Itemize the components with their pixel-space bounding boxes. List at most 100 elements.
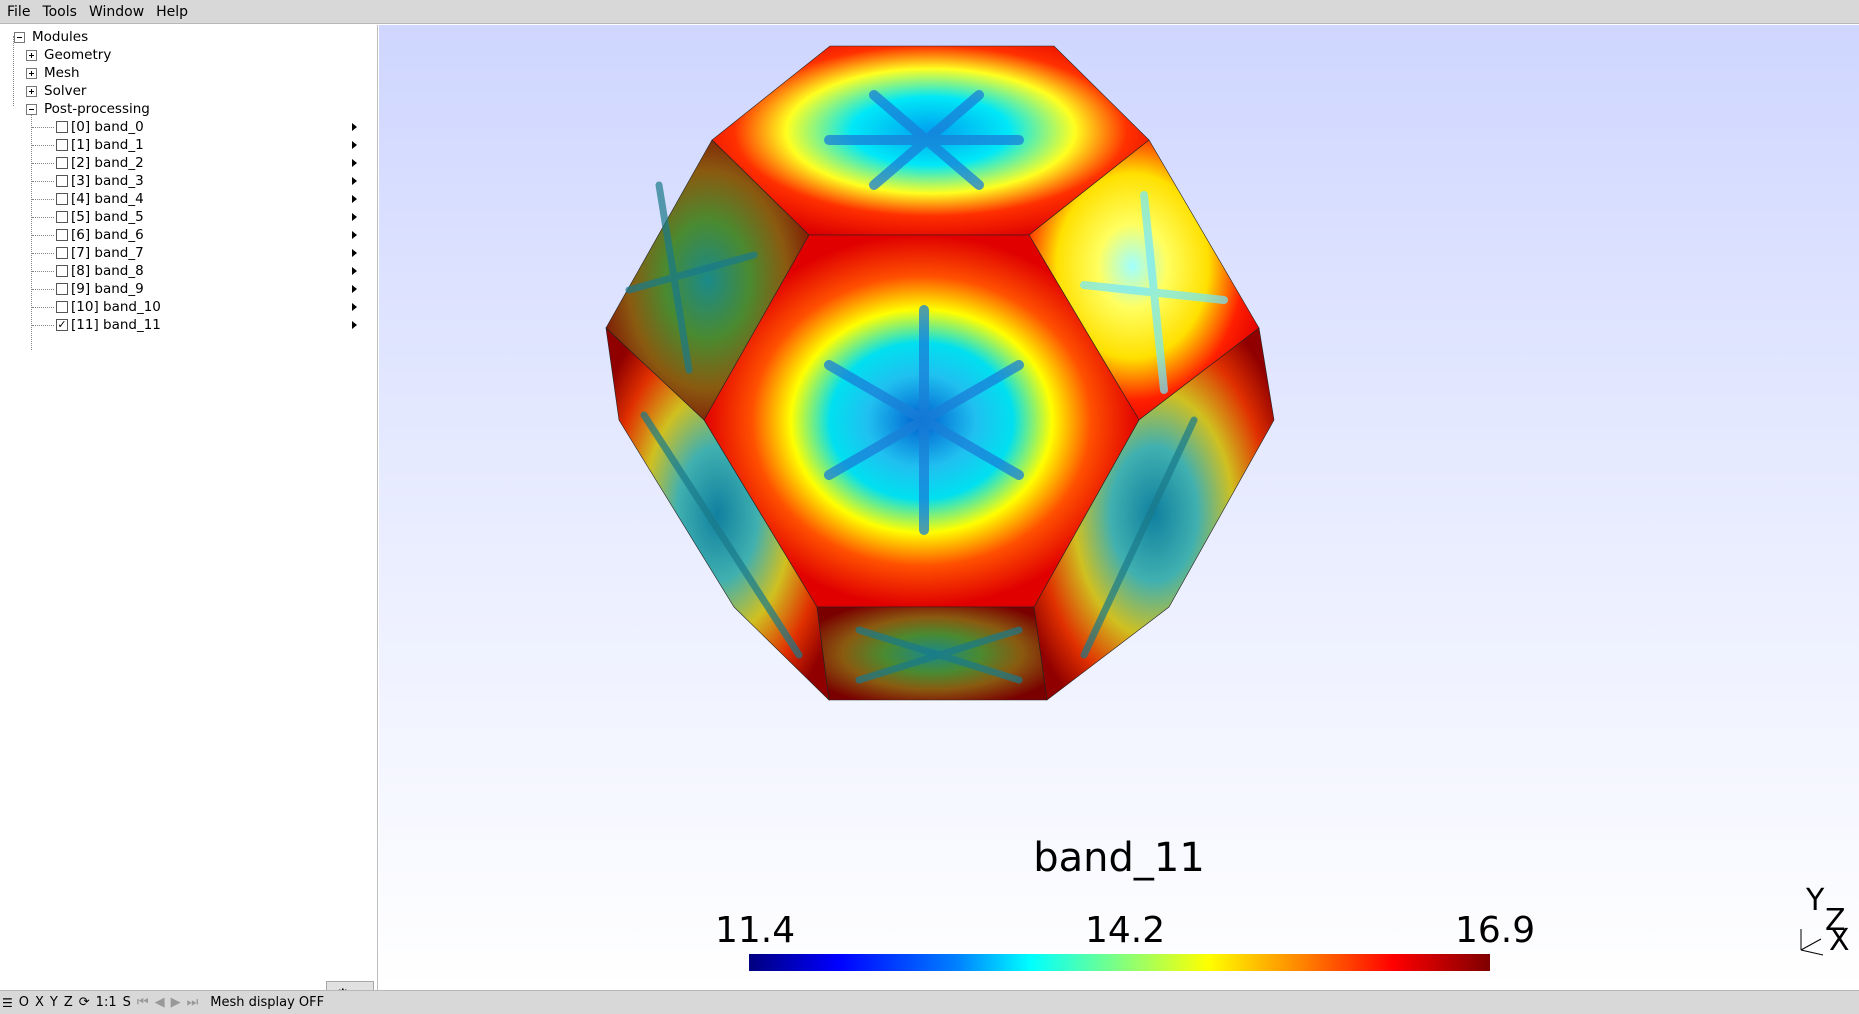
view-menu-arrow-icon[interactable]: [352, 213, 357, 221]
graphics-window[interactable]: band_11 11.4 14.2 16.9 Y Z X: [379, 25, 1859, 990]
menu-help[interactable]: Help: [156, 3, 189, 20]
menu-tools[interactable]: Tools: [42, 3, 77, 20]
tree-line: [32, 199, 54, 200]
view-visibility-checkbox[interactable]: ✓: [56, 318, 68, 331]
s-button[interactable]: S: [122, 995, 131, 1010]
view-x-button[interactable]: X: [35, 995, 44, 1010]
tree-item-solver[interactable]: Solver: [26, 82, 86, 100]
menu-window[interactable]: Window: [88, 3, 145, 20]
tree-line: [32, 289, 54, 290]
tree-line: [32, 163, 54, 164]
tree-line: [32, 325, 54, 326]
tree-line: [13, 36, 14, 106]
view-item[interactable]: [9] band_9: [56, 280, 144, 298]
colorbar-max-label: 16.9: [1455, 910, 1536, 951]
view-visibility-checkbox[interactable]: [56, 193, 68, 205]
colorbar: [749, 954, 1490, 971]
tree-label: Modules: [32, 29, 89, 45]
menubar: File Tools Window Help: [0, 0, 1859, 24]
tree-line: [32, 145, 54, 146]
view-label: [9] band_9: [71, 281, 144, 297]
collapse-icon[interactable]: [26, 103, 37, 115]
scale-1to1-button[interactable]: 1:1: [95, 995, 117, 1010]
first-step-icon[interactable]: ⏮: [136, 995, 149, 1010]
view-visibility-checkbox[interactable]: [56, 301, 68, 313]
expand-icon[interactable]: [26, 49, 37, 61]
tree-line: [32, 127, 54, 128]
view-menu-arrow-icon[interactable]: [352, 249, 357, 257]
view-menu-arrow-icon[interactable]: [352, 303, 357, 311]
expand-icon[interactable]: [26, 67, 37, 79]
view-item[interactable]: [10] band_10: [56, 298, 161, 316]
view-visibility-checkbox[interactable]: [56, 283, 68, 295]
view-label: [10] band_10: [71, 299, 161, 315]
tree-label: Post-processing: [44, 101, 150, 117]
tree-item-geometry[interactable]: Geometry: [26, 46, 111, 64]
statusbar: ☰ O X Y Z ⟳ 1:1 S ⏮ ◀ ▶ ⏭ Mesh display O…: [0, 990, 1859, 1014]
tree-label: Solver: [44, 83, 87, 99]
view-visibility-checkbox[interactable]: [56, 265, 68, 277]
view-label: [4] band_4: [71, 191, 144, 207]
view-label: [8] band_8: [71, 263, 144, 279]
view-menu-arrow-icon[interactable]: [352, 267, 357, 275]
star-pattern-sides: [625, 181, 1198, 684]
view-item[interactable]: [2] band_2: [56, 154, 144, 172]
view-o-button[interactable]: O: [18, 995, 29, 1010]
view-menu-arrow-icon[interactable]: [352, 159, 357, 167]
tree-line: [32, 307, 54, 308]
view-menu-arrow-icon[interactable]: [352, 321, 357, 329]
tree-item-modules[interactable]: Modules: [14, 28, 88, 46]
view-menu-arrow-icon[interactable]: [352, 195, 357, 203]
view-label: [5] band_5: [71, 209, 144, 225]
tree-line: [31, 106, 32, 350]
view-label: [3] band_3: [71, 173, 144, 189]
axis-y-label: Y: [1806, 883, 1825, 918]
view-menu-arrow-icon[interactable]: [352, 285, 357, 293]
last-step-icon[interactable]: ⏭: [186, 995, 199, 1010]
prev-step-icon[interactable]: ◀: [154, 995, 165, 1010]
module-tree: Modules Geometry Mesh Solver Post-proces…: [0, 25, 378, 1007]
collapse-icon[interactable]: [14, 31, 25, 43]
view-item[interactable]: [6] band_6: [56, 226, 144, 244]
menu-icon[interactable]: ☰: [2, 995, 13, 1010]
view-visibility-checkbox[interactable]: [56, 157, 68, 169]
view-item[interactable]: [0] band_0: [56, 118, 144, 136]
view-menu-arrow-icon[interactable]: [352, 123, 357, 131]
view-label: [1] band_1: [71, 137, 144, 153]
view-visibility-checkbox[interactable]: [56, 121, 68, 133]
view-menu-arrow-icon[interactable]: [352, 177, 357, 185]
view-z-button[interactable]: Z: [63, 995, 73, 1010]
tree-item-post-processing[interactable]: Post-processing: [26, 100, 150, 118]
view-y-button[interactable]: Y: [49, 995, 58, 1010]
view-visibility-checkbox[interactable]: [56, 139, 68, 151]
tree-line: [32, 235, 54, 236]
tree-line: [32, 253, 54, 254]
next-step-icon[interactable]: ▶: [170, 995, 181, 1010]
tree-line: [32, 271, 54, 272]
view-item[interactable]: ✓ [11] band_11: [56, 316, 161, 334]
view-item[interactable]: [7] band_7: [56, 244, 144, 262]
axis-z-label: Z: [1825, 903, 1846, 938]
view-visibility-checkbox[interactable]: [56, 175, 68, 187]
view-visibility-checkbox[interactable]: [56, 229, 68, 241]
menu-file[interactable]: File: [7, 3, 31, 20]
rotate-icon[interactable]: ⟳: [78, 995, 90, 1010]
tree-item-mesh[interactable]: Mesh: [26, 64, 80, 82]
tree-line: [32, 217, 54, 218]
axis-x-label: X: [1829, 923, 1850, 958]
view-item[interactable]: [3] band_3: [56, 172, 144, 190]
view-item[interactable]: [5] band_5: [56, 208, 144, 226]
view-item[interactable]: [4] band_4: [56, 190, 144, 208]
view-item[interactable]: [8] band_8: [56, 262, 144, 280]
view-label: [2] band_2: [71, 155, 144, 171]
view-visibility-checkbox[interactable]: [56, 211, 68, 223]
plot-title: band_11: [1033, 835, 1205, 881]
view-visibility-checkbox[interactable]: [56, 247, 68, 259]
view-menu-arrow-icon[interactable]: [352, 141, 357, 149]
status-message: Mesh display OFF: [210, 995, 325, 1010]
view-menu-arrow-icon[interactable]: [352, 231, 357, 239]
axes-lines: [1800, 929, 1824, 956]
expand-icon[interactable]: [26, 85, 37, 97]
tree-label: Mesh: [44, 65, 80, 81]
view-item[interactable]: [1] band_1: [56, 136, 144, 154]
